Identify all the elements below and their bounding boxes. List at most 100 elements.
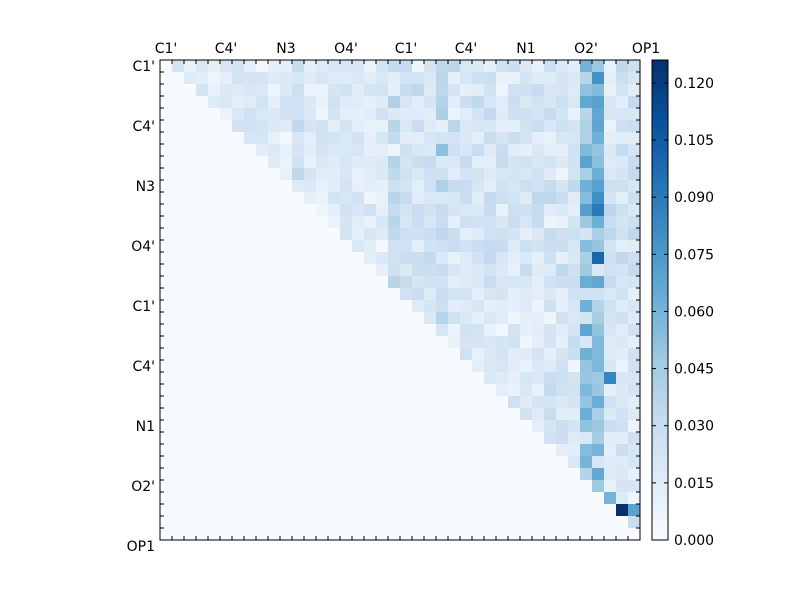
heatmap-cell xyxy=(160,492,173,505)
heatmap-cell xyxy=(304,108,317,121)
heatmap-cell xyxy=(460,528,473,541)
heatmap-cell xyxy=(364,396,377,409)
heatmap-cell xyxy=(376,492,389,505)
heatmap-cell xyxy=(568,216,581,229)
heatmap-cell xyxy=(280,276,293,289)
heatmap-cell xyxy=(196,372,209,385)
heatmap-cell xyxy=(388,264,401,277)
heatmap-cell xyxy=(448,348,461,361)
heatmap-cell xyxy=(472,72,485,85)
heatmap-cell xyxy=(316,396,329,409)
heatmap-cell xyxy=(604,348,617,361)
heatmap-cell xyxy=(376,84,389,97)
heatmap-cell xyxy=(400,288,413,301)
heatmap-cell xyxy=(628,372,641,385)
heatmap-cell xyxy=(556,516,569,529)
heatmap-cell xyxy=(448,444,461,457)
heatmap-cell xyxy=(508,348,521,361)
heatmap-cell xyxy=(172,360,185,373)
heatmap-cell xyxy=(280,84,293,97)
heatmap-cell xyxy=(616,276,629,289)
heatmap-cell xyxy=(232,420,245,433)
heatmap-cell xyxy=(604,408,617,421)
heatmap-cell xyxy=(604,468,617,481)
heatmap-cell xyxy=(556,60,569,73)
heatmap-cell xyxy=(160,384,173,397)
heatmap-cell xyxy=(604,120,617,133)
heatmap-cell xyxy=(532,168,545,181)
heatmap-cell xyxy=(160,372,173,385)
heatmap-cell xyxy=(448,288,461,301)
heatmap-cell xyxy=(592,336,605,349)
heatmap-cell xyxy=(328,132,341,145)
heatmap-cell xyxy=(232,312,245,325)
heatmap-cell xyxy=(616,144,629,157)
heatmap-cell xyxy=(244,276,257,289)
heatmap-cell xyxy=(220,384,233,397)
heatmap-cell xyxy=(208,276,221,289)
heatmap-cell xyxy=(280,288,293,301)
heatmap-cell xyxy=(472,468,485,481)
heatmap-cell xyxy=(604,432,617,445)
heatmap-cell xyxy=(256,192,269,205)
heatmap-cell xyxy=(616,312,629,325)
heatmap-cell xyxy=(280,144,293,157)
heatmap-cell xyxy=(604,84,617,97)
heatmap-cell xyxy=(184,516,197,529)
heatmap-cell xyxy=(616,444,629,457)
heatmap-cell xyxy=(256,468,269,481)
heatmap-cell xyxy=(628,504,641,517)
heatmap-cell xyxy=(460,84,473,97)
heatmap-cell xyxy=(520,192,533,205)
heatmap-cell xyxy=(244,336,257,349)
heatmap-cell xyxy=(220,300,233,313)
heatmap-cell xyxy=(424,384,437,397)
heatmap-cell xyxy=(292,456,305,469)
heatmap-cell xyxy=(172,120,185,133)
heatmap-cell xyxy=(340,336,353,349)
heatmap-cell xyxy=(304,372,317,385)
heatmap-cell xyxy=(628,192,641,205)
heatmap-cell xyxy=(484,72,497,85)
heatmap-cell xyxy=(280,72,293,85)
heatmap-cell xyxy=(280,360,293,373)
heatmap-cell xyxy=(376,336,389,349)
heatmap-cell xyxy=(580,528,593,541)
heatmap-cell xyxy=(532,120,545,133)
heatmap-cell xyxy=(544,516,557,529)
heatmap-cell xyxy=(196,264,209,277)
heatmap-cell xyxy=(376,528,389,541)
heatmap-cell xyxy=(184,204,197,217)
heatmap-cell xyxy=(208,312,221,325)
heatmap-cell xyxy=(580,396,593,409)
heatmap-cell xyxy=(292,72,305,85)
heatmap-cell xyxy=(292,96,305,109)
heatmap-cell xyxy=(280,324,293,337)
heatmap-cell xyxy=(376,408,389,421)
heatmap-cell xyxy=(244,432,257,445)
heatmap-cell xyxy=(328,300,341,313)
heatmap-cell xyxy=(424,420,437,433)
heatmap-cell xyxy=(556,216,569,229)
heatmap-cell xyxy=(544,240,557,253)
heatmap-cell xyxy=(556,108,569,121)
heatmap-cell xyxy=(568,396,581,409)
heatmap-cell xyxy=(292,468,305,481)
heatmap-cell xyxy=(604,180,617,193)
heatmap-cell xyxy=(376,108,389,121)
heatmap-cell xyxy=(316,204,329,217)
heatmap-cell xyxy=(388,240,401,253)
heatmap-cell xyxy=(160,420,173,433)
heatmap-cell xyxy=(460,144,473,157)
heatmap-cell xyxy=(400,300,413,313)
heatmap-cell xyxy=(400,492,413,505)
heatmap-cell xyxy=(412,408,425,421)
top-tick-label: C4' xyxy=(455,41,478,57)
heatmap-cell xyxy=(220,468,233,481)
heatmap-cell xyxy=(196,156,209,169)
heatmap-cell xyxy=(244,288,257,301)
heatmap-cell xyxy=(340,192,353,205)
heatmap-cell xyxy=(412,144,425,157)
heatmap-cell xyxy=(220,72,233,85)
heatmap-cell xyxy=(244,108,257,121)
